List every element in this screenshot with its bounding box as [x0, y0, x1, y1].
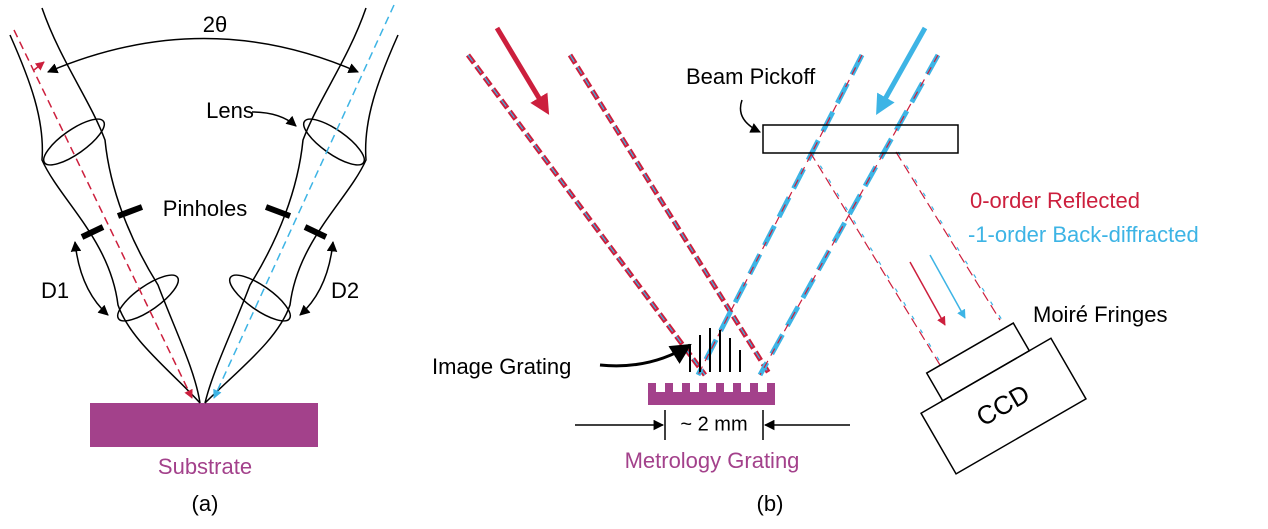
ccd-label: CCD: [971, 378, 1035, 432]
reflected-label: 0-order Reflected: [970, 188, 1140, 213]
panel-b: CCD Beam Pickoff 0-order Reflected -1-or…: [432, 28, 1199, 516]
red-beam: [760, 55, 938, 375]
image-grating-label: Image Grating: [432, 354, 571, 379]
lens: [298, 112, 371, 173]
substrate: [90, 403, 318, 447]
width-label: ~ 2 mm: [680, 413, 747, 435]
caption: (a): [192, 491, 219, 516]
angle-label: 2θ: [203, 12, 227, 37]
ccd: CCD: [905, 311, 1086, 474]
pickoff-pointer: [740, 100, 760, 132]
substrate-label: Substrate: [158, 454, 252, 479]
fringes-label: Moiré Fringes: [1033, 302, 1167, 327]
metrology-label: Metrology Grating: [625, 448, 800, 473]
lens-pointer: [252, 112, 296, 126]
d1-arrow: [75, 242, 108, 315]
metrology-grating: [648, 383, 775, 405]
angle-arc: [48, 39, 358, 73]
arrow: [34, 62, 44, 70]
pickoff-label: Beam Pickoff: [686, 64, 816, 89]
lens-label: Lens: [206, 98, 254, 123]
panel-a: 2θ Lens Pinholes D1 D2 Substrate (a): [10, 5, 398, 516]
red-beam: [810, 152, 940, 365]
caption: (b): [757, 491, 784, 516]
image-grating-pointer: [600, 345, 690, 366]
d2-label: D2: [331, 278, 359, 303]
arrow: [497, 28, 545, 108]
diagram: 2θ Lens Pinholes D1 D2 Substrate (a) CCD…: [0, 0, 1268, 529]
d2-arrow: [300, 242, 333, 315]
blue-beam: [698, 55, 862, 375]
pinholes-label: Pinholes: [163, 196, 247, 221]
lens: [38, 112, 111, 173]
d1-label: D1: [41, 278, 69, 303]
beam-pickoff: [763, 125, 958, 153]
diffracted-label: -1-order Back-diffracted: [968, 222, 1199, 247]
lens: [224, 268, 297, 329]
blue-beam: [812, 152, 942, 365]
arrow: [880, 28, 925, 108]
lens: [112, 268, 185, 329]
